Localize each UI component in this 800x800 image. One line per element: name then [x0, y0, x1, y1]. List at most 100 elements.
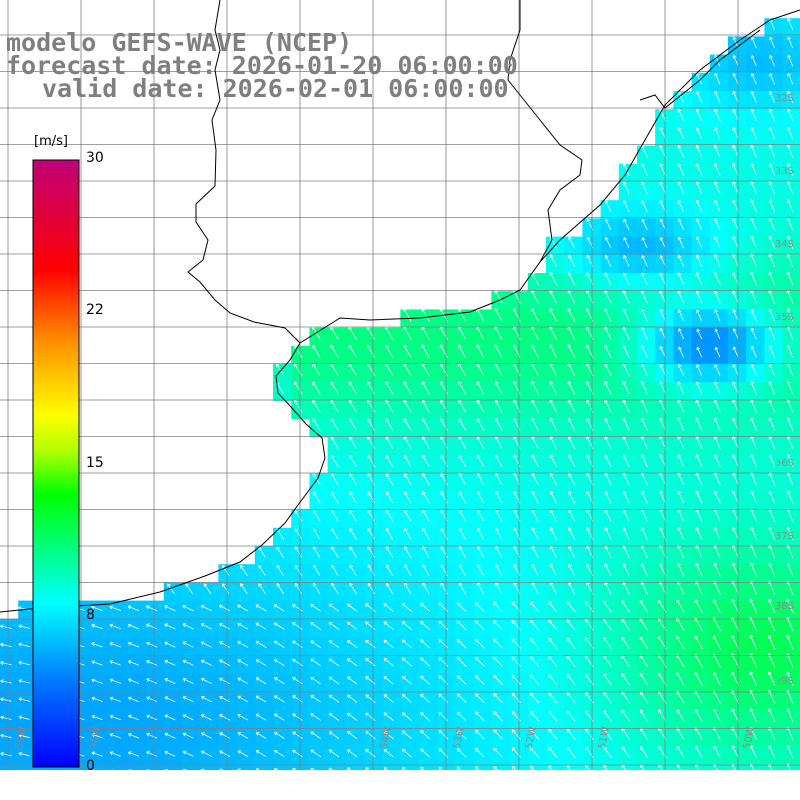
wind-arrow [604, 381, 612, 395]
wind-arrow [331, 455, 339, 467]
wind-cell [0, 764, 19, 770]
colorbar-tick: 30 [86, 150, 104, 166]
wind-arrow [714, 72, 721, 85]
wind-arrow [127, 660, 140, 666]
wind-arrow [732, 454, 739, 468]
wind-arrow [549, 254, 557, 267]
wind-arrow [786, 634, 794, 650]
wind-arrow [714, 290, 721, 304]
wind-arrow [786, 235, 794, 249]
wind-arrow [750, 745, 758, 759]
wind-arrow [313, 546, 321, 558]
wind-cell [782, 673, 800, 693]
wind-cell [163, 764, 183, 770]
wind-arrow [312, 344, 321, 359]
wind-arrow [495, 509, 503, 522]
wind-arrow [365, 621, 376, 631]
wind-arrow [695, 163, 703, 176]
wind-arrow [383, 694, 394, 703]
wind-arrow [750, 526, 757, 541]
wind-arrow [714, 254, 721, 267]
wind-cell [382, 764, 401, 770]
wind-arrow [201, 750, 212, 757]
wind-arrow [677, 290, 685, 304]
wind-arrow [493, 674, 503, 685]
wind-cell [782, 509, 800, 529]
wind-arrow [91, 678, 103, 684]
wind-arrow [0, 733, 12, 739]
wind-arrow [276, 363, 285, 377]
wind-arrow [313, 528, 321, 540]
wind-arrow [531, 381, 539, 395]
wind-arrow [585, 765, 590, 770]
wind-arrow [313, 583, 321, 595]
wind-arrow [475, 675, 485, 685]
wind-arrow [768, 526, 776, 541]
wind-arrow [714, 236, 721, 249]
wind-arrow [786, 708, 794, 723]
wind-arrow [200, 659, 212, 666]
wind-arrow [622, 272, 630, 285]
wind-arrow [714, 217, 721, 231]
wind-arrow [456, 657, 467, 667]
valid-date: valid date: 2026-02-01 06:00:00 [42, 74, 509, 103]
coastline [0, 0, 800, 613]
wind-arrow [331, 582, 339, 595]
wind-arrow [604, 272, 612, 286]
wind-arrow [511, 765, 517, 770]
wind-arrow [200, 604, 212, 612]
wind-arrow [568, 254, 576, 267]
wind-arrow [310, 767, 315, 770]
wind-arrow [495, 491, 503, 504]
wind-arrow [348, 344, 358, 359]
wind-arrow [182, 678, 194, 684]
wind-arrow [750, 381, 757, 395]
wind-cell [18, 764, 37, 770]
colorbar-tick: 15 [86, 455, 104, 471]
wind-arrow [531, 563, 539, 577]
wind-arrow [456, 675, 467, 685]
wind-arrow [677, 218, 685, 231]
wind-arrow [422, 527, 430, 540]
wind-arrow [274, 750, 285, 758]
wind-arrow [768, 417, 776, 431]
wind-arrow [385, 491, 394, 504]
wind-arrow [548, 692, 558, 704]
wind-arrow [549, 381, 557, 395]
wind-arrow [422, 564, 430, 577]
wind-arrow [768, 126, 776, 140]
wind-arrow [695, 272, 703, 286]
wind-arrow [273, 604, 285, 612]
wind-arrow [237, 750, 249, 757]
wind-arrow [109, 751, 121, 757]
wind-cell [564, 764, 583, 770]
wind-arrow [276, 564, 284, 576]
wind-arrow [294, 546, 303, 558]
wind-arrow [276, 583, 284, 595]
lat-label: 34S [774, 239, 794, 250]
forecast-date: forecast date: 2026-01-20 06:00:00 [6, 51, 518, 80]
wind-arrow [530, 710, 540, 722]
wind-arrow [273, 659, 285, 667]
wind-arrow [641, 272, 648, 285]
wind-arrow [750, 90, 757, 103]
wind-arrow [786, 417, 794, 431]
wind-arrow [255, 677, 267, 685]
wind-arrow [767, 634, 776, 650]
wind-arrow [476, 344, 485, 359]
wind-arrow [146, 660, 158, 666]
wind-arrow [347, 712, 358, 721]
wind-arrow [768, 308, 776, 322]
wind-arrow [221, 565, 230, 576]
wind-arrow [458, 381, 467, 395]
wind-arrow [677, 381, 685, 395]
wind-arrow [185, 583, 194, 595]
wind-arrow [768, 271, 776, 286]
wind-arrow [640, 381, 648, 395]
wind-arrow [713, 454, 721, 468]
wind-arrow [367, 491, 375, 504]
wind-arrow [605, 237, 612, 249]
wind-arrow [548, 637, 558, 649]
wind-arrow [476, 454, 485, 467]
wind-arrow [422, 491, 430, 504]
